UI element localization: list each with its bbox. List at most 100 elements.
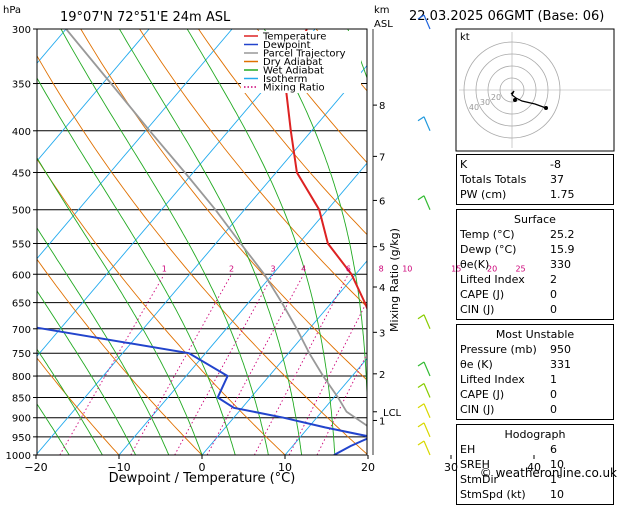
surface-title: Surface (460, 212, 610, 227)
surface-value: 0 (550, 287, 610, 302)
mixing-ratio-line (207, 274, 304, 455)
x-axis-label: Dewpoint / Temperature (°C) (109, 471, 296, 486)
wind-barbs (418, 15, 430, 455)
index-label: K (460, 157, 467, 172)
mixing-ratio-label: 1 (162, 264, 167, 273)
pressure-tick-label: 750 (12, 349, 31, 360)
km-label: km (374, 5, 390, 16)
most-unstable-row: CIN (J)0 (460, 402, 610, 417)
wind-barb-flag (418, 362, 424, 366)
height-tick-label: 6 (379, 196, 385, 207)
hodograph-label: kt (460, 32, 470, 43)
chart-title-right: 22.03.2025 06GMT (Base: 06) (409, 9, 604, 24)
most-unstable-value: 1 (550, 372, 610, 387)
most-unstable-label: Pressure (mb) (460, 342, 537, 357)
mixing-ratio-label: 3 (271, 264, 276, 273)
height-tick-label: 2 (379, 370, 385, 381)
surface-value: 25.2 (550, 227, 610, 242)
most-unstable-row: CAPE (J)0 (460, 387, 610, 402)
height-tick-label: 3 (379, 328, 385, 339)
most-unstable-label: θe (K) (460, 357, 493, 372)
hodograph-stat-label: StmSpd (kt) (460, 487, 526, 502)
surface-label: Temp (°C) (460, 227, 515, 242)
surface-row: CIN (J)0 (460, 302, 610, 317)
mixing-ratio-line (254, 274, 348, 455)
hodograph-stat-label: EH (460, 442, 475, 457)
mixing-ratio-line (131, 274, 232, 455)
surface-label: Dewp (°C) (460, 242, 516, 257)
surface-value: 0 (550, 302, 610, 317)
index-label: PW (cm) (460, 187, 506, 202)
pressure-tick-label: 400 (12, 127, 31, 138)
height-tick-label: 4 (379, 283, 385, 294)
hodograph-end-marker (544, 106, 548, 110)
wind-barb-flag (418, 404, 424, 408)
index-row: K-8 (460, 157, 610, 172)
mixing-ratio-label: 6 (346, 264, 351, 273)
mixing-ratio-line (60, 274, 165, 455)
wind-barb-staff (424, 423, 430, 437)
wind-barb-staff (424, 441, 430, 455)
wind-barb-staff (424, 196, 430, 210)
surface-row: θe(K)330 (460, 257, 610, 272)
most-unstable-label: CIN (J) (460, 402, 494, 417)
wind-barb-staff (424, 404, 430, 418)
height-tick-label: 7 (379, 152, 385, 163)
legend-label: Mixing Ratio (263, 83, 325, 94)
pressure-axis: 3003504004505005506006507007508008509009… (6, 25, 37, 462)
most-unstable-value: 950 (550, 342, 610, 357)
most-unstable-row: Pressure (mb) 950 (460, 342, 610, 357)
pressure-tick-label: 950 (12, 433, 31, 444)
most-unstable-label: Lifted Index (460, 372, 525, 387)
wind-barb-staff (424, 383, 430, 397)
hodograph-stat-value: 10 (550, 487, 610, 502)
mixing-ratio-label: 10 (402, 264, 412, 273)
mixing-ratio-label: 4 (301, 264, 306, 273)
hodograph-stat-row: StmSpd (kt) 10 (460, 487, 610, 502)
height-tick-label: 5 (379, 243, 385, 254)
pressure-tick-label: 900 (12, 414, 31, 425)
pressure-tick-label: 300 (12, 25, 31, 36)
most-unstable-value: 331 (550, 357, 610, 372)
mixing-ratio-axis-label: Mixing Ratio (g/kg) (388, 228, 401, 332)
wind-barb-flag (418, 315, 424, 319)
most-unstable-row: Lifted Index 1 (460, 372, 610, 387)
most-unstable-label: CAPE (J) (460, 387, 504, 402)
wet-adiabat-line (430, 29, 450, 455)
pressure-tick-label: 550 (12, 239, 31, 250)
mixing-ratio-label: 2 (229, 264, 234, 273)
mixing-ratio-label: 8 (379, 264, 384, 273)
isotherm-line (0, 29, 66, 455)
surface-row: Temp (°C) 25.2 (460, 227, 610, 242)
pressure-tick-label: 350 (12, 80, 31, 91)
height-tick-label: 8 (379, 101, 385, 112)
wind-barb-staff (424, 315, 430, 329)
hodograph-stats-title: Hodograph (460, 427, 610, 442)
mixing-ratio-line (175, 274, 273, 455)
pressure-tick-label: 850 (12, 393, 31, 404)
storm-motion-marker (513, 98, 517, 102)
pressure-tick-label: 500 (12, 206, 31, 217)
most-unstable-title: Most Unstable (460, 327, 610, 342)
footer-credit: © weatheronline.co.uk (480, 466, 617, 480)
wind-barb-staff (424, 362, 430, 376)
surface-value: 15.9 (550, 242, 610, 257)
pressure-tick-label: 700 (12, 325, 31, 336)
chart-title-left: 19°07'N 72°51'E 24m ASL (60, 10, 231, 25)
surface-label: θe(K) (460, 257, 489, 272)
wind-barb-staff (424, 117, 430, 131)
isotherm-line (617, 29, 629, 455)
hodograph-ring-label: 40 (469, 103, 479, 112)
index-value: 1.75 (550, 187, 610, 202)
mixing-ratio-line (369, 274, 456, 455)
index-row: PW (cm) 1.75 (460, 187, 610, 202)
pressure-tick-label: 650 (12, 299, 31, 310)
surface-label: CAPE (J) (460, 287, 504, 302)
wind-barb-flag (418, 441, 424, 445)
